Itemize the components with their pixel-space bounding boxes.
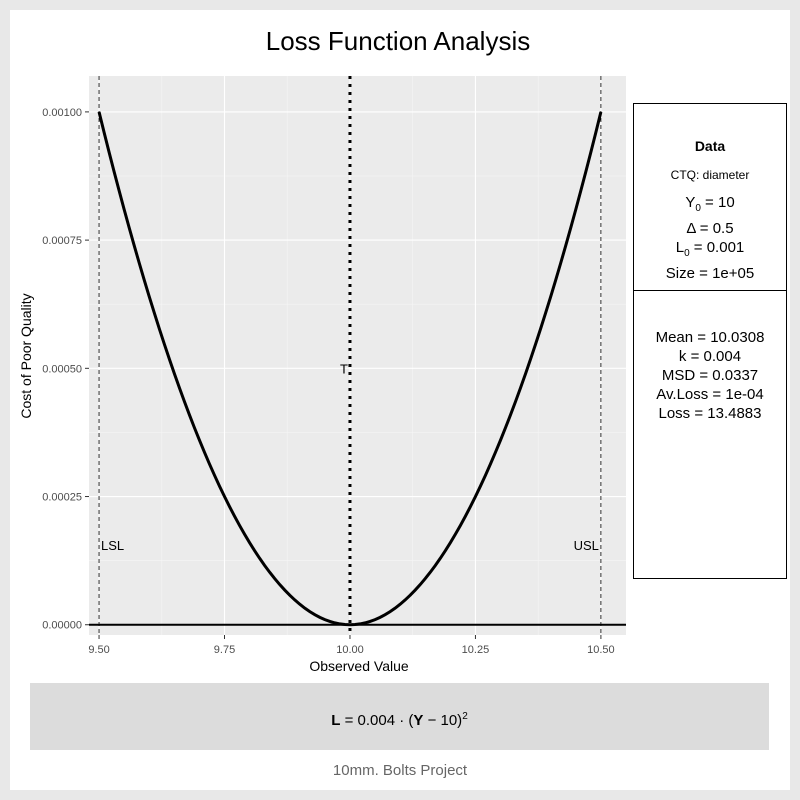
x-tick-label: 10.50 xyxy=(587,644,615,656)
msd-line: MSD = 0.0337 xyxy=(661,367,759,384)
k-line: k = 0.004 xyxy=(678,348,742,365)
x-tick-label: 9.75 xyxy=(214,644,235,656)
loss-line: Loss = 13.4883 xyxy=(658,405,762,422)
l0-subscript: 0 xyxy=(684,248,690,259)
delta-line: Δ = 0.5 xyxy=(686,219,734,237)
l0-line: L0 = 0.001 xyxy=(634,238,786,264)
usl-label: USL xyxy=(574,538,599,553)
y-tick-label: 0.00000 xyxy=(42,620,82,632)
formula-minus: − 10) xyxy=(423,712,463,729)
mean-line: Mean = 10.0308 xyxy=(655,329,765,346)
results-panel: Mean = 10.0308 k = 0.004 MSD = 0.0337 Av… xyxy=(633,290,787,579)
formula-eq: = 0.004 · ( xyxy=(340,712,414,729)
x-tick-label: 9.50 xyxy=(88,644,109,656)
ctq-label: CTQ: diameter xyxy=(670,168,750,182)
plot-panel xyxy=(89,76,626,635)
data-panel: Data CTQ: diameter Y0 = 10 Δ = 0.5 L0 = … xyxy=(633,103,787,291)
data-list: Y0 = 10 Δ = 0.5 L0 = 0.001 Size = 1e+05 xyxy=(634,193,786,283)
formula-exp: 2 xyxy=(462,711,468,722)
avloss-line: Av.Loss = 1e-04 xyxy=(656,386,764,403)
l0-value: = 0.001 xyxy=(689,239,745,256)
size-line: Size = 1e+05 xyxy=(665,264,755,282)
results-list: Mean = 10.0308 k = 0.004 MSD = 0.0337 Av… xyxy=(634,328,786,423)
formula-y: Y xyxy=(413,712,424,729)
target-label: T xyxy=(340,361,348,376)
y-tick-label: 0.00075 xyxy=(42,235,82,247)
x-tick-label: 10.00 xyxy=(336,644,364,656)
chart-title: Loss Function Analysis xyxy=(265,26,531,56)
y-tick-label: 0.00025 xyxy=(42,492,82,504)
l0-symbol: L xyxy=(675,239,685,256)
y-tick-label: 0.00100 xyxy=(42,107,82,119)
footer-caption: 10mm. Bolts Project xyxy=(332,762,468,779)
curve-layer xyxy=(89,111,626,627)
x-tick-label: 10.25 xyxy=(462,644,490,656)
tick-layer: 9.50 9.75 10.00 10.25 10.50 0.00000 0.00025 0.0… xyxy=(42,107,614,656)
formula-box: L = 0.004 · (Y − 10)2 xyxy=(30,683,769,750)
spec-lines: LSL T USL xyxy=(98,76,602,635)
y0-symbol: Y xyxy=(685,194,696,211)
y-axis-label: Cost of Poor Quality xyxy=(18,293,34,418)
y0-line: Y0 = 10 xyxy=(634,193,786,219)
x-axis-label: Observed Value xyxy=(309,658,409,674)
y0-subscript: 0 xyxy=(695,203,701,214)
data-heading: Data xyxy=(694,138,726,154)
formula-l: L xyxy=(331,712,341,729)
y-tick-label: 0.00050 xyxy=(42,363,82,375)
lsl-label: LSL xyxy=(101,538,124,553)
y0-value: = 10 xyxy=(700,194,735,211)
loss-curve xyxy=(97,111,603,627)
